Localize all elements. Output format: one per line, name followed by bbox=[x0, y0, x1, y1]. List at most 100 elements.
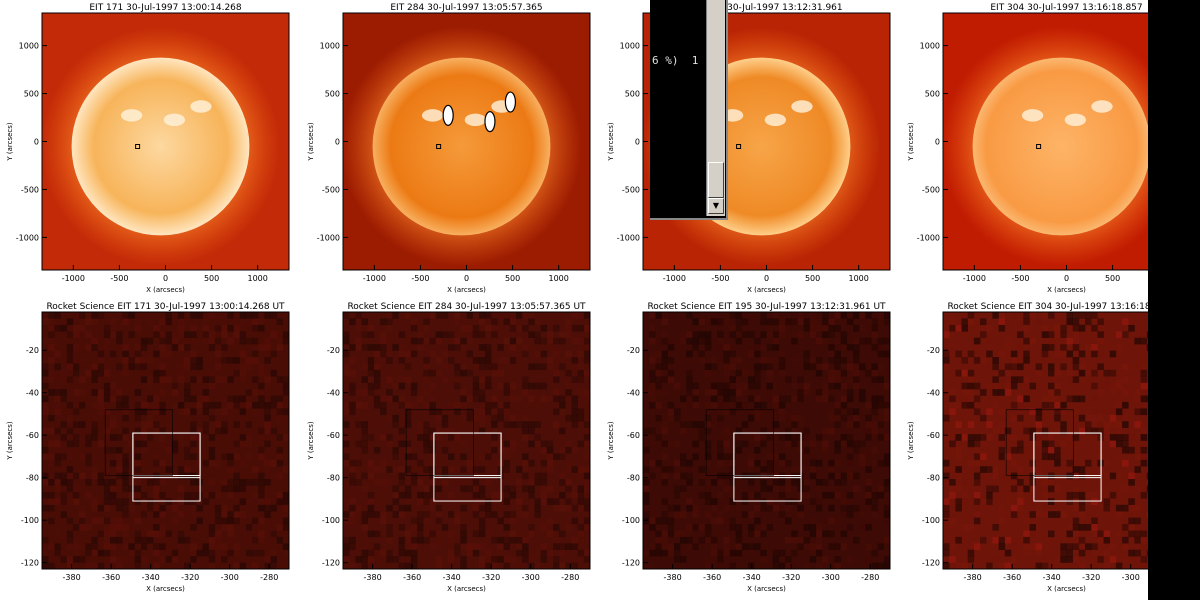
bottom-axes-ytick-label: -80 bbox=[627, 474, 640, 483]
terminal-scrollbar[interactable]: ▼ bbox=[706, 0, 725, 216]
bottom-axes-ytick-label: -120 bbox=[21, 559, 39, 568]
bottom-axes-ylabel: Y (arcsecs) bbox=[6, 421, 14, 461]
bottom-axes-xtick-label: -380 bbox=[364, 573, 382, 582]
top-axes-xtick-label: 0 bbox=[764, 274, 769, 283]
active-region bbox=[1021, 109, 1044, 122]
bottom-axes-ytick-label: -100 bbox=[922, 516, 940, 525]
eit-plots-canvas: EIT 171 30-Jul-1997 13:00:14.268-1000 -50… bbox=[6, 3, 1148, 593]
bottom-panel-title: Rocket Science EIT 304 30-Jul-1997 13:16… bbox=[947, 302, 1148, 312]
bottom-axes-ytick-label: -80 bbox=[26, 474, 39, 483]
top-axes-ytick-label: 1000 bbox=[920, 42, 940, 51]
top-axes-xtick-label: 500 bbox=[805, 274, 820, 283]
top-axes-xlabel: X (arcsecs) bbox=[1047, 286, 1086, 294]
contour-blob bbox=[484, 111, 496, 133]
top-axes-ytick-label: 0 bbox=[635, 138, 640, 147]
bottom-axes-ytick-label: -40 bbox=[927, 389, 940, 398]
reference-box bbox=[705, 409, 774, 476]
bottom-axes-xtick-label: -380 bbox=[964, 573, 982, 582]
scroll-down-arrow-icon[interactable]: ▼ bbox=[708, 198, 724, 214]
bottom-axes-xtick-label: -360 bbox=[1003, 573, 1021, 582]
bottom-axes-frame bbox=[642, 311, 891, 570]
bottom-panel-1: Rocket Science EIT 284 30-Jul-1997 13:05… bbox=[307, 302, 591, 593]
bottom-axes-ytick-label: -40 bbox=[627, 389, 640, 398]
bottom-axes-ytick-label: -20 bbox=[327, 346, 340, 355]
top-axes-ytick-label: -500 bbox=[622, 185, 640, 194]
bottom-axes-xtick-label: -280 bbox=[260, 573, 278, 582]
plot-window: EIT 171 30-Jul-1997 13:00:14.268 -1000 -50… bbox=[6, 3, 1148, 593]
terminal-text: 6 %) 1 bbox=[652, 54, 699, 67]
bottom-axes-ytick-label: -20 bbox=[927, 346, 940, 355]
bottom-axes-xtick-label: -300 bbox=[822, 573, 840, 582]
pixel-noise bbox=[943, 312, 1148, 570]
contour-blob bbox=[442, 104, 454, 126]
bottom-panel-title: Rocket Science EIT 195 30-Jul-1997 13:12… bbox=[647, 302, 886, 312]
top-panel-0: EIT 171 30-Jul-1997 13:00:14.268 -1000 -50… bbox=[6, 3, 290, 294]
top-axes-xtick-label: 1000 bbox=[247, 274, 267, 283]
bottom-axes-xtick-label: -280 bbox=[861, 573, 879, 582]
bottom-axes-xtick-label: -320 bbox=[482, 573, 500, 582]
top-axes-xlabel: X (arcsecs) bbox=[146, 286, 185, 294]
pixel-noise bbox=[42, 312, 290, 570]
top-axes-ytick-label: -500 bbox=[922, 185, 940, 194]
top-axes-xtick-label: -500 bbox=[1011, 274, 1029, 283]
region-marker bbox=[135, 144, 141, 149]
bottom-axes-ytick-label: -100 bbox=[21, 516, 39, 525]
bottom-axes-xtick-label: -340 bbox=[743, 573, 761, 582]
active-region bbox=[190, 100, 212, 113]
bottom-axes-ytick-label: -80 bbox=[327, 474, 340, 483]
bottom-axes-ytick-label: -60 bbox=[627, 431, 640, 440]
bottom-axes-ytick-label: -20 bbox=[26, 346, 39, 355]
scrollbar-thumb[interactable] bbox=[708, 162, 724, 198]
bottom-axes-xtick-label: -320 bbox=[1082, 573, 1100, 582]
terminal-window[interactable]: 6 %) 1 ▼ bbox=[650, 0, 728, 220]
top-panel-title: EIT 171 30-Jul-1997 13:00:14.268 bbox=[89, 3, 242, 13]
top-axes-xtick-label: 500 bbox=[505, 274, 520, 283]
top-axes-xtick-label: -1000 bbox=[363, 274, 386, 283]
top-axes-ylabel: Y (arcsecs) bbox=[307, 122, 315, 162]
top-axes-xtick-label: 0 bbox=[163, 274, 168, 283]
region-marker bbox=[736, 144, 742, 149]
top-axes-ylabel: Y (arcsecs) bbox=[607, 122, 615, 162]
bottom-axes-ytick-label: -40 bbox=[26, 389, 39, 398]
bottom-axes-xlabel: X (arcsecs) bbox=[447, 585, 486, 593]
top-axes-ytick-label: 0 bbox=[335, 138, 340, 147]
bottom-axes-ytick-label: -60 bbox=[927, 431, 940, 440]
bottom-axes-xtick-label: -300 bbox=[1122, 573, 1140, 582]
top-axes-ytick-label: -1000 bbox=[617, 233, 640, 242]
top-axes-ytick-label: -500 bbox=[21, 185, 39, 194]
region-marker bbox=[436, 144, 442, 149]
top-axes-ytick-label: 500 bbox=[625, 90, 640, 99]
top-axes-ytick-label: 500 bbox=[925, 90, 940, 99]
bottom-axes-xlabel: X (arcsecs) bbox=[1047, 585, 1086, 593]
top-panel-title: EIT 284 30-Jul-1997 13:05:57.365 bbox=[390, 3, 542, 13]
bottom-axes-xtick-label: -340 bbox=[443, 573, 461, 582]
bottom-axes-ylabel: Y (arcsecs) bbox=[307, 421, 315, 461]
active-region bbox=[764, 113, 787, 127]
top-axes-ytick-label: -500 bbox=[322, 185, 340, 194]
bottom-axes-frame bbox=[41, 311, 290, 570]
top-axes-xtick-label: 1000 bbox=[848, 274, 868, 283]
top-axes-xtick-label: -1000 bbox=[62, 274, 85, 283]
bottom-panel-title: Rocket Science EIT 284 30-Jul-1997 13:05… bbox=[347, 302, 586, 312]
solar-disk bbox=[71, 57, 250, 236]
bottom-axes-ytick-label: -60 bbox=[26, 431, 39, 440]
top-axes-ytick-label: 1000 bbox=[620, 42, 640, 51]
bottom-axes-xtick-label: -360 bbox=[102, 573, 120, 582]
active-region bbox=[120, 109, 143, 122]
bottom-axes-ytick-label: -120 bbox=[322, 559, 340, 568]
bottom-axes-ytick-label: -20 bbox=[627, 346, 640, 355]
bottom-panel-0: Rocket Science EIT 171 30-Jul-1997 13:00… bbox=[6, 302, 290, 593]
active-region bbox=[1091, 100, 1113, 113]
top-axes-xtick-label: 500 bbox=[204, 274, 219, 283]
top-axes-ytick-label: -1000 bbox=[317, 233, 340, 242]
top-panel-1: EIT 284 30-Jul-1997 13:05:57.365 -1000 -50… bbox=[307, 3, 591, 294]
top-axes-xtick-label: 0 bbox=[1064, 274, 1069, 283]
solar-disk bbox=[972, 57, 1148, 236]
black-border-strip bbox=[1148, 0, 1200, 600]
bottom-axes-xtick-label: -360 bbox=[703, 573, 721, 582]
bottom-axes-xtick-label: -320 bbox=[181, 573, 199, 582]
active-region bbox=[791, 100, 813, 113]
pixel-noise bbox=[343, 312, 591, 570]
bottom-axes-xtick-label: -300 bbox=[522, 573, 540, 582]
top-axes-ytick-label: 500 bbox=[24, 90, 39, 99]
